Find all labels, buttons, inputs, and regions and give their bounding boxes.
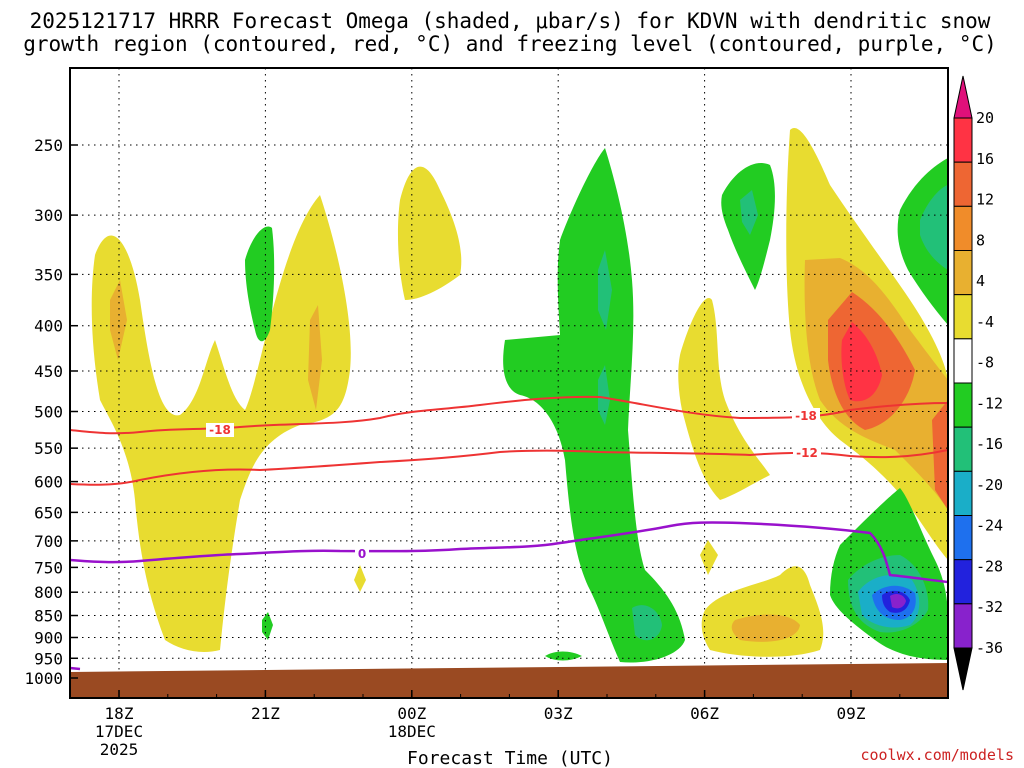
y-tick-label: 600: [34, 473, 63, 492]
colorbar: 20 16 12 8 4 -4 -8 -12 -16 -20 -24 -28 -32 -36: [953, 75, 1003, 691]
x-tick-label: 09Z: [837, 704, 866, 723]
omega-teal-blob-right-edge: [920, 185, 948, 270]
y-tick-label: 350: [34, 265, 63, 284]
chart-title-line2: growth region (contoured, red, °C) and f…: [23, 32, 997, 56]
dgz-minus18-label-bg-right: [792, 408, 820, 422]
dgz-minus18-label-right: -18: [795, 409, 817, 423]
dgz-minus18-label-left: -18: [209, 423, 231, 437]
omega-green-blip-bottom: [545, 651, 582, 661]
omega-red-edge: [932, 400, 948, 510]
colorbar-label: -8: [976, 354, 994, 372]
colorbar-segment: [953, 470, 973, 517]
y-tick-label: 800: [34, 583, 63, 602]
x-tick-label: 18Z: [105, 704, 134, 723]
colorbar-label: -4: [976, 313, 994, 331]
y-tick-label: 450: [34, 362, 63, 381]
y-tick-label: 950: [34, 649, 63, 668]
dgz-minus12-label-bg: [793, 445, 821, 459]
y-axis: 250 300 350 400 450 500 550 600 650 700 750 800 850 9…: [24, 136, 78, 688]
x-tick-year: 2025: [100, 740, 139, 759]
omega-orange-region-low: [731, 614, 800, 642]
omega-red-core: [841, 322, 882, 402]
dgz-minus12-label: -12: [796, 446, 818, 460]
y-tick-label: 700: [34, 532, 63, 551]
omega-orange-region-mid: [308, 305, 322, 410]
colorbar-bottom-arrow: [953, 647, 973, 691]
shaded-omega-field: [91, 128, 948, 663]
colorbar-segment: [953, 426, 973, 472]
y-tick-label: 550: [34, 439, 63, 458]
colorbar-segment: [953, 559, 973, 605]
freezing-level-contour: [70, 521, 948, 584]
colorbar-label: -32: [976, 598, 1003, 616]
chart-title-line1: 2025121717 HRRR Forecast Omega (shaded, …: [30, 9, 991, 33]
colorbar-segment: [953, 205, 973, 251]
colorbar-segment: [953, 603, 973, 649]
y-tick-label: 250: [34, 136, 63, 155]
omega-yellow-blip: [354, 565, 366, 592]
omega-teal-blob-right-upper: [740, 190, 758, 235]
y-tick-label: 300: [34, 206, 63, 225]
x-tick-label: 21Z: [251, 704, 280, 723]
colorbar-label: 20: [976, 109, 994, 127]
colorbar-label: -16: [976, 435, 1003, 453]
y-tick-label: 850: [34, 607, 63, 626]
colorbar-label: -20: [976, 476, 1003, 494]
omega-teal-column-mid: [598, 365, 610, 425]
ground-terrain: [70, 663, 948, 698]
x-tick-date: 18DEC: [388, 722, 436, 741]
omega-teal-column-upper: [598, 250, 612, 330]
omega-green-blip-lower-left: [262, 612, 273, 640]
colorbar-label: 12: [976, 191, 994, 209]
omega-teal-column-low: [632, 605, 662, 641]
credit-text: coolwx.com/models: [860, 746, 1014, 764]
freezing-level-label: 0: [358, 547, 366, 561]
x-tick-date: 17DEC: [95, 722, 143, 741]
omega-green-column: [503, 148, 685, 663]
colorbar-label: -36: [976, 639, 1003, 657]
colorbar-label: -12: [976, 394, 1003, 412]
colorbar-label: -28: [976, 557, 1003, 575]
omega-yellow-region-upper: [397, 166, 462, 300]
freezing-label-bg: [355, 546, 369, 560]
omega-yellow-region-mid: [678, 298, 770, 500]
colorbar-segment: [953, 338, 973, 384]
x-axis-label: Forecast Time (UTC): [407, 748, 613, 768]
colorbar-segment: [953, 515, 973, 561]
colorbar-label: -24: [976, 517, 1003, 535]
y-tick-label: 750: [34, 558, 63, 577]
colorbar-segment: [953, 250, 973, 296]
dgz-minus18-label-bg: [206, 423, 234, 437]
y-tick-label: 900: [34, 628, 63, 647]
omega-green-blob-upper: [245, 226, 275, 342]
omega-yellow-region-low: [701, 566, 824, 657]
y-tick-label: 650: [34, 503, 63, 522]
y-tick-label: 400: [34, 317, 63, 336]
colorbar-label: 16: [976, 150, 994, 168]
colorbar-segment: [953, 294, 973, 340]
colorbar-label: 8: [976, 231, 985, 249]
y-tick-label: 1000: [24, 669, 63, 688]
x-tick-label: 00Z: [397, 704, 426, 723]
x-tick-label: 03Z: [544, 704, 573, 723]
omega-purple-core-lower-right: [890, 593, 906, 609]
colorbar-segment: [953, 382, 973, 428]
colorbar-label: 4: [976, 272, 985, 290]
colorbar-segment: [953, 161, 973, 207]
freezing-level-blip: [70, 666, 81, 671]
x-tick-label: 06Z: [690, 704, 719, 723]
colorbar-segment: [953, 117, 973, 163]
y-tick-label: 500: [34, 403, 63, 422]
colorbar-top-arrow: [953, 75, 973, 119]
omega-yellow-blip-2: [700, 540, 718, 575]
